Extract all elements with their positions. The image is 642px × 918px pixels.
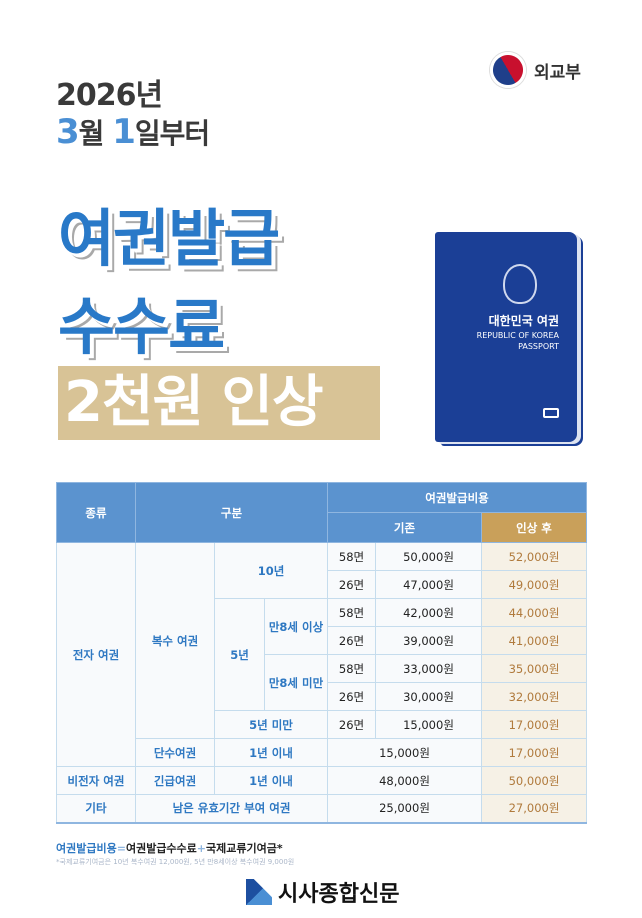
national-emblem-icon (503, 264, 537, 304)
table-row: 전자 여권 복수 여권 10년 58면 50,000원 52,000원 (56, 542, 588, 767)
publisher-name: 시사종합신문 (278, 882, 400, 907)
passport-title-en: REPUBLIC OF KOREA PASSPORT (476, 331, 559, 351)
pages-cell: 26면 (327, 570, 376, 599)
pages-cell: 26면 (327, 682, 376, 711)
publisher-mark-icon (246, 879, 272, 905)
after-cell: 44,000원 (480, 598, 588, 627)
category-cell: 긴급여권 (135, 766, 215, 795)
after-cell: 41,000원 (480, 626, 588, 655)
effective-date: 3월 1일부터 (56, 112, 210, 152)
header-type: 종류 (56, 482, 136, 543)
after-cell: 49,000원 (480, 570, 588, 599)
ministry-name: 외교부 (534, 62, 581, 83)
before-cell: 15,000원 (375, 710, 482, 739)
before-cell: 48,000원 (327, 766, 482, 795)
footnote: *국제교류기여금은 10년 복수여권 12,000원, 5년 만8세이상 복수여… (56, 858, 295, 866)
before-cell: 33,000원 (375, 654, 482, 683)
pages-cell: 58면 (327, 654, 376, 683)
category-cell: 단수여권 (135, 738, 215, 767)
validity-cell: 1년 이내 (214, 738, 328, 767)
type-cell: 기타 (56, 794, 136, 824)
category-cell: 복수 여권 (135, 542, 215, 739)
age-cell: 만8세 이상 (264, 598, 328, 655)
pages-cell: 26면 (327, 710, 376, 739)
category-cell: 남은 유효기간 부여 여권 (135, 794, 328, 824)
table-row: 비전자 여권 긴급여권 1년 이내 48,000원 50,000원 (56, 766, 588, 795)
pages-cell: 58면 (327, 598, 376, 627)
header-cost: 여권발급비용 (326, 482, 588, 513)
before-cell: 47,000원 (375, 570, 482, 599)
age-cell: 만8세 미만 (264, 654, 328, 711)
validity-cell: 5년 (214, 598, 265, 711)
after-cell: 27,000원 (480, 794, 588, 824)
after-cell: 17,000원 (480, 710, 588, 739)
validity-cell: 5년 미만 (214, 710, 328, 739)
epassport-chip-icon (543, 408, 559, 418)
title-line-2: 수수료 (58, 290, 225, 363)
before-cell: 25,000원 (327, 794, 482, 824)
fee-table: 종류 구분 여권발급비용 기존 인상 후 전자 여권 복수 여권 10년 58면… (56, 482, 588, 824)
year: 2026년 (56, 78, 163, 113)
passport-title-ko: 대한민국 여권 (488, 314, 559, 328)
after-cell: 32,000원 (480, 682, 588, 711)
fee-formula: 여권발급비용=여권발급수수료+국제교류기여금* (56, 842, 283, 855)
validity-cell: 1년 이내 (214, 766, 328, 795)
validity-cell: 10년 (214, 542, 328, 599)
title-line-1: 여권발급 (58, 202, 280, 275)
pages-cell: 58면 (327, 542, 376, 571)
pages-cell: 26면 (327, 626, 376, 655)
type-cell: 전자 여권 (56, 542, 136, 767)
type-cell: 비전자 여권 (56, 766, 136, 795)
before-cell: 30,000원 (375, 682, 482, 711)
table-row: 5년 미만 26면 15,000원 17,000원 (57, 710, 588, 739)
header-after: 인상 후 (480, 512, 588, 543)
table-row: 단수여권 1년 이내 15,000원 17,000원 (57, 738, 588, 767)
before-cell: 15,000원 (327, 738, 482, 767)
ministry-logo: 외교부 (483, 45, 581, 95)
table-row: 26면 47,000원 49,000원 (57, 570, 588, 599)
table-row: 26면 39,000원 41,000원 (57, 626, 588, 655)
title-line-3: 2천원 인상 (58, 366, 380, 440)
after-cell: 35,000원 (480, 654, 588, 683)
table-row: 5년 만8세 이상 58면 42,000원 44,000원 (57, 598, 588, 711)
header-category: 구분 (135, 482, 328, 543)
after-cell: 52,000원 (480, 542, 588, 571)
table-row: 만8세 미만 58면 33,000원 35,000원 (57, 654, 588, 711)
header-before: 기존 (327, 512, 482, 543)
after-cell: 17,000원 (480, 738, 588, 767)
before-cell: 39,000원 (375, 626, 482, 655)
publisher-logo: 시사종합신문 (246, 876, 399, 908)
before-cell: 42,000원 (375, 598, 482, 627)
before-cell: 50,000원 (375, 542, 482, 571)
after-cell: 50,000원 (480, 766, 588, 795)
passport-illustration: 대한민국 여권 REPUBLIC OF KOREA PASSPORT (435, 232, 577, 442)
table-row: 기타 남은 유효기간 부여 여권 25,000원 27,000원 (56, 794, 588, 824)
taegeuk-icon (483, 45, 533, 95)
